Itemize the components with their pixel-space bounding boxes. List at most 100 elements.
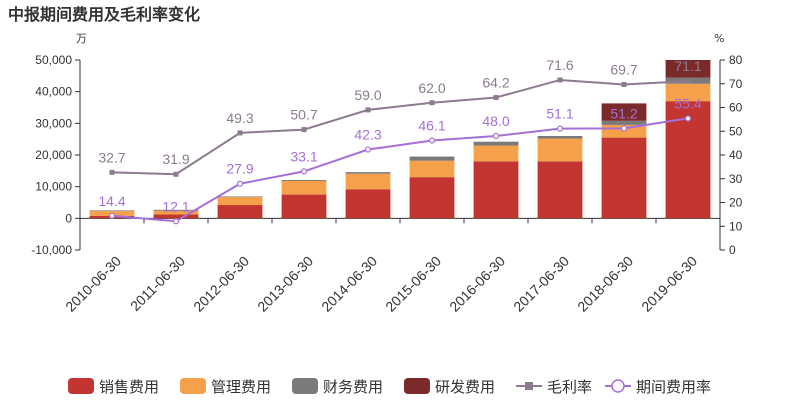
bar-segment xyxy=(601,103,647,121)
bar-segment xyxy=(217,196,263,198)
right-tick-label: 50 xyxy=(729,124,743,138)
legend-label: 销售费用 xyxy=(99,378,159,396)
chart-title: 中报期间费用及毛利率变化 xyxy=(8,5,200,24)
left-tick-label: 20,000 xyxy=(35,148,72,162)
point-marker xyxy=(236,180,244,187)
legend-label: 期间费用率 xyxy=(636,378,711,396)
data-label: 46.1 xyxy=(418,118,445,134)
bar-segment xyxy=(409,160,455,178)
point-marker xyxy=(172,218,180,225)
data-label: 42.3 xyxy=(354,127,381,143)
right-tick-label: 80 xyxy=(729,53,743,67)
legend-item[interactable]: 财务费用 xyxy=(292,378,383,396)
legend-item[interactable]: 管理费用 xyxy=(180,378,271,396)
right-tick-label: 0 xyxy=(729,243,736,257)
legend[interactable]: 销售费用 管理费用 财务费用 研发费用 毛利率 期间费用率 xyxy=(68,378,711,396)
point-marker xyxy=(620,125,628,132)
point-marker xyxy=(556,125,564,132)
legend-label: 财务费用 xyxy=(323,378,383,396)
point-marker xyxy=(684,115,692,122)
bar-segment xyxy=(217,197,263,206)
legend-label: 研发费用 xyxy=(435,378,495,396)
point-marker xyxy=(108,212,116,219)
x-tick-label: 2019-06-30 xyxy=(638,253,700,315)
legend-label: 毛利率 xyxy=(547,378,592,396)
data-label: 59.0 xyxy=(354,87,381,103)
x-tick-label: 2012-06-30 xyxy=(190,253,252,315)
point-marker xyxy=(301,127,307,133)
data-label: 14.4 xyxy=(98,193,125,209)
x-tick-label: 2011-06-30 xyxy=(127,253,188,314)
data-label: 55.4 xyxy=(674,95,701,111)
legend-swatch-marker xyxy=(525,382,533,390)
data-label: 69.7 xyxy=(610,61,637,77)
legend-swatch xyxy=(68,378,94,394)
point-marker xyxy=(364,146,372,153)
right-tick-label: 20 xyxy=(729,196,743,210)
data-label: 51.1 xyxy=(546,106,573,122)
x-tick-label: 2013-06-30 xyxy=(254,253,316,315)
bar-segment xyxy=(153,210,199,215)
point-marker xyxy=(173,171,179,177)
bar-segment xyxy=(537,138,583,162)
legend-swatch xyxy=(404,378,430,394)
legend-label: 管理费用 xyxy=(211,378,271,396)
legend-item[interactable]: 毛利率 xyxy=(516,378,592,396)
bar-segment xyxy=(281,180,327,181)
legend-item[interactable]: 销售费用 xyxy=(68,378,159,396)
bar-segment xyxy=(345,189,391,219)
data-label: 33.1 xyxy=(290,148,317,164)
bar-segment xyxy=(601,120,647,125)
bar-segment xyxy=(345,173,391,190)
left-tick-label: 10,000 xyxy=(35,180,72,194)
left-axis-unit: 万 xyxy=(76,32,87,45)
x-tick-label: 2017-06-30 xyxy=(510,253,572,315)
x-tick-label: 2014-06-30 xyxy=(318,253,380,315)
x-tick-label: 2016-06-30 xyxy=(446,253,508,315)
legend-swatch xyxy=(180,378,206,394)
point-marker xyxy=(685,78,691,84)
bar-segment xyxy=(153,214,199,219)
left-tick-label: 0 xyxy=(65,211,72,225)
data-label: 71.6 xyxy=(546,57,573,73)
data-label: 64.2 xyxy=(482,75,509,91)
right-tick-label: 30 xyxy=(729,172,743,186)
lines xyxy=(108,77,692,225)
data-label: 51.2 xyxy=(610,105,637,121)
point-marker xyxy=(492,132,500,140)
point-marker xyxy=(300,168,308,175)
bar-segment xyxy=(345,172,391,174)
left-tick-label: -10,000 xyxy=(31,243,72,257)
bar-segment xyxy=(537,136,583,139)
bar-segment xyxy=(473,161,519,219)
bar-segment xyxy=(281,180,327,195)
point-marker xyxy=(429,100,435,106)
right-tick-label: 60 xyxy=(729,101,743,115)
x-tick-label: 2018-06-30 xyxy=(574,253,636,315)
bar-segment xyxy=(537,161,583,219)
legend-item[interactable]: 研发费用 xyxy=(404,378,495,396)
point-marker xyxy=(109,169,115,175)
right-tick-label: 40 xyxy=(729,148,743,162)
legend-item[interactable]: 期间费用率 xyxy=(605,378,711,396)
left-tick-label: 50,000 xyxy=(35,53,72,67)
left-tick-label: 30,000 xyxy=(35,116,72,130)
right-tick-label: 10 xyxy=(729,219,743,233)
left-tick-label: 40,000 xyxy=(35,85,72,99)
point-marker xyxy=(365,107,371,113)
data-label: 32.7 xyxy=(98,149,125,165)
point-marker xyxy=(237,130,243,136)
right-tick-label: 70 xyxy=(729,77,743,91)
bar-segment xyxy=(665,83,711,102)
legend-swatch xyxy=(292,378,318,394)
point-marker xyxy=(428,137,436,144)
right-axis-unit: % xyxy=(714,32,724,45)
series-line xyxy=(111,117,689,223)
bar-segment xyxy=(409,156,455,161)
data-labels: 32.7 31.9 49.3 50.7 59.0 62.0 64.2 71.6 69.7 71.1… xyxy=(98,57,701,214)
data-label: 62.0 xyxy=(418,80,445,96)
bar-segment xyxy=(665,60,711,78)
bar-segment xyxy=(153,209,199,211)
bar-segment xyxy=(217,205,263,219)
